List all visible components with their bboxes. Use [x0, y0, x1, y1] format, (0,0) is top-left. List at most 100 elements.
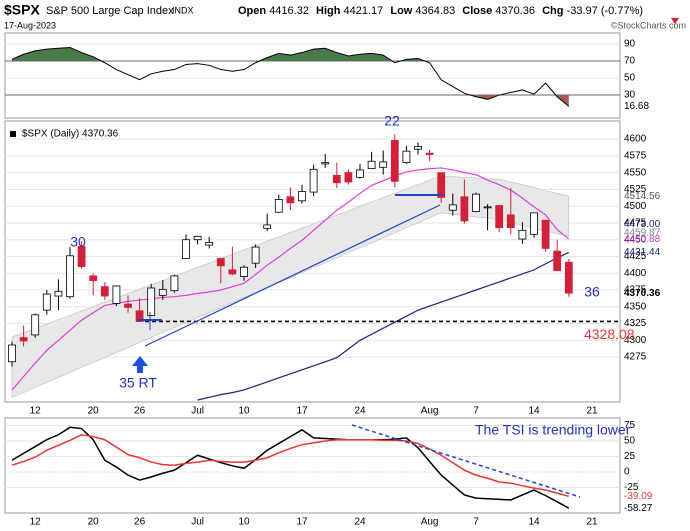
quote-value: 4364.83: [415, 5, 455, 17]
x-tick-label: 26: [134, 406, 146, 417]
candle-body: [390, 140, 399, 182]
moving-average: [11, 167, 570, 391]
x-tick-label: 17: [296, 406, 308, 417]
rsi-panel: [4, 32, 621, 119]
y-tick-label: 50: [624, 436, 636, 447]
quote-value: -33.97: [567, 5, 598, 17]
y-tick-label: -25: [624, 482, 639, 493]
price-panel: [4, 120, 621, 403]
value-tag: 4450.88: [624, 234, 661, 245]
x-tick-label: 10: [238, 517, 250, 528]
quote-pct: (-0.77%): [601, 5, 643, 17]
candle-body: [112, 285, 121, 304]
tsi-panel: [4, 417, 621, 514]
x-tick-label: 14: [528, 517, 540, 528]
candle-body: [332, 174, 341, 184]
candle-body: [379, 161, 388, 168]
candle-body: [240, 266, 248, 277]
x-tick-label: 17: [296, 517, 308, 528]
x-tick-label: 24: [354, 517, 366, 528]
candle-body: [460, 196, 469, 222]
candle-body: [367, 160, 376, 170]
value-tag: -58.27: [624, 503, 653, 514]
value-tag: 4431.44: [624, 247, 661, 258]
moving-average: [197, 251, 570, 401]
y-tick-label: 4500: [624, 201, 647, 212]
x-tick-label: 7: [473, 517, 479, 528]
x-tick-label: 14: [528, 406, 540, 417]
quote-label: Close: [462, 5, 492, 17]
candle-body: [506, 214, 515, 229]
candle-body: [66, 255, 74, 298]
candle-body: [425, 152, 434, 155]
y-tick-label: 4325: [624, 318, 647, 329]
quote-value: 4421.17: [344, 5, 384, 17]
y-tick-label: 4575: [624, 151, 647, 162]
y-tick-label: 0: [624, 467, 630, 478]
y-tick-label: 70: [624, 56, 636, 67]
quote-label: High: [316, 5, 341, 17]
x-tick-label: 10: [238, 406, 250, 417]
title-marker: [10, 131, 16, 137]
quote-value: 4370.36: [495, 5, 535, 17]
value-tag: -39.09: [624, 491, 653, 502]
y-tick-label: 75: [624, 420, 636, 431]
candle-body: [472, 193, 480, 212]
line: [11, 46, 570, 107]
candle-body: [42, 293, 51, 311]
candle-body: [437, 172, 446, 198]
x-tick-label: Aug: [421, 517, 439, 528]
candle-body: [553, 250, 562, 271]
annotation: 36: [584, 284, 600, 300]
x-tick-label: Aug: [421, 406, 439, 417]
x-tick-label: 12: [30, 406, 42, 417]
candle-body: [286, 196, 295, 204]
value-tag: 4459.87: [624, 228, 661, 239]
down-arrow: [671, 18, 679, 24]
candle-body: [158, 288, 167, 296]
value-tag: 4514.56: [624, 191, 661, 202]
rsi-fill: [12, 47, 569, 62]
candle-body: [216, 258, 225, 267]
candle-body: [483, 206, 492, 209]
candle-body: [193, 235, 202, 241]
y-tick-label: 30: [624, 90, 636, 101]
candle-body: [228, 269, 237, 275]
x-tick-label: Jul: [191, 406, 204, 417]
x-tick-label: 24: [354, 406, 366, 417]
annotation: 22: [384, 113, 400, 129]
candle-body: [402, 150, 411, 163]
candle-body: [205, 241, 214, 246]
y-tick-label: 4525: [624, 184, 647, 195]
x-tick-label: 21: [586, 406, 598, 417]
candle-body: [541, 219, 550, 249]
y-tick-label: 4550: [624, 167, 647, 178]
candle-body: [182, 239, 190, 259]
candle-body: [251, 246, 260, 264]
annotation: 35 RT: [119, 375, 157, 391]
x-tick-label: 21: [586, 517, 598, 528]
y-tick-label: 4400: [624, 268, 647, 279]
y-tick-label: 4350: [624, 301, 647, 312]
support-label: 4328.08: [584, 326, 635, 342]
index-name: S&P 500 Large Cap Index: [46, 5, 174, 17]
candle-body: [135, 310, 144, 322]
y-tick-label: 4475: [624, 218, 647, 229]
candle-body: [8, 344, 16, 363]
candle-body: [309, 168, 318, 193]
value-tag: 4473.00: [624, 219, 661, 230]
candle-body: [448, 204, 457, 211]
candle-body: [124, 303, 132, 308]
y-tick-label: 25: [624, 451, 636, 462]
quote-label: Low: [390, 5, 412, 17]
candle-body: [54, 290, 63, 297]
x-tick-label: 26: [134, 517, 146, 528]
plot-layer: 9070503016.68460045754550452545004475445…: [5, 39, 661, 528]
candle-body: [89, 275, 98, 282]
candle-body: [495, 205, 504, 229]
y-tick-label: 4600: [624, 134, 647, 145]
x-tick-label: 7: [473, 406, 479, 417]
candle-body: [344, 172, 353, 183]
annotation: 30: [70, 234, 86, 250]
tsi-trend-line: [351, 424, 581, 498]
